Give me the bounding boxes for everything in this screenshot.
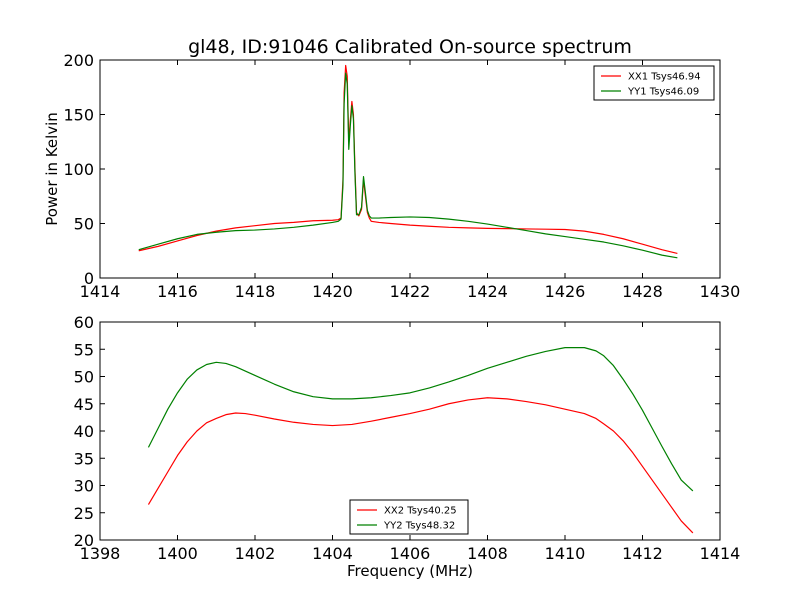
series-line-xx2: [147, 397, 694, 534]
y-tick-label: 50: [74, 215, 94, 234]
legend-entry: YY2 Tsys48.32: [383, 521, 455, 532]
y-tick-label: 200: [63, 51, 94, 70]
y-tick-label: 0: [84, 269, 94, 288]
x-tick-label: 1430: [700, 282, 741, 301]
x-tick-label: 1400: [157, 544, 198, 563]
y-tick-label: 60: [74, 313, 94, 332]
y-tick-label: 55: [74, 340, 94, 359]
x-tick-label: 1398: [80, 544, 121, 563]
y-tick-label: 20: [74, 531, 94, 550]
series-line-yy2: [147, 347, 694, 492]
legend: XX2 Tsys40.25 YY2 Tsys48.32: [349, 499, 469, 535]
x-tick-label: 1406: [390, 544, 431, 563]
x-tick-label: 1410: [545, 544, 586, 563]
y-tick-label: 45: [74, 395, 94, 414]
y-tick-label: 40: [74, 422, 94, 441]
x-tick-label: 1426: [545, 282, 586, 301]
x-tick-label: 1408: [467, 544, 508, 563]
x-tick-label: 1418: [235, 282, 276, 301]
legend-entry: XX1 Tsys46.94: [628, 72, 701, 83]
x-tick-label: 1404: [312, 544, 353, 563]
x-tick-label: 1416: [157, 282, 198, 301]
y-tick-label: 150: [63, 106, 94, 125]
x-tick-label: 1420: [312, 282, 353, 301]
x-tick-label: 1428: [622, 282, 663, 301]
x-tick-label: 1414: [80, 282, 121, 301]
y-tick-label: 25: [74, 504, 94, 523]
chart-title: gl48, ID:91046 Calibrated On-source spec…: [188, 36, 632, 58]
x-tick-label: 1422: [390, 282, 431, 301]
x-tick-label: 1412: [622, 544, 663, 563]
plot-panel-2: 1398 1400 1402 1404 1406 1408 1410 1412 1414 20 25…: [74, 313, 741, 580]
legend-box: [593, 65, 715, 101]
y-tick-label: 30: [74, 477, 94, 496]
series-line-xx1: [138, 64, 678, 255]
x-tick-label: 1424: [467, 282, 508, 301]
series-line-yy1: [138, 72, 678, 259]
legend: XX1 Tsys46.94 YY1 Tsys46.09: [593, 65, 715, 101]
legend-entry: XX2 Tsys40.25: [384, 506, 457, 517]
x-tick-label: 1402: [235, 544, 276, 563]
y-tick-label: 50: [74, 368, 94, 387]
legend-entry: YY1 Tsys46.09: [627, 87, 699, 98]
plot-panel-1: 1414 1416 1418 1420 1422 1424 1426 1428 1430 0 50 1…: [43, 51, 740, 301]
x-axis-label: Frequency (MHz): [347, 562, 473, 580]
y-tick-label: 35: [74, 449, 94, 468]
legend-box: [349, 499, 469, 535]
y-axis-label: Power in Kelvin: [43, 112, 61, 226]
y-tick-label: 100: [63, 160, 94, 179]
x-tick-label: 1414: [700, 544, 741, 563]
